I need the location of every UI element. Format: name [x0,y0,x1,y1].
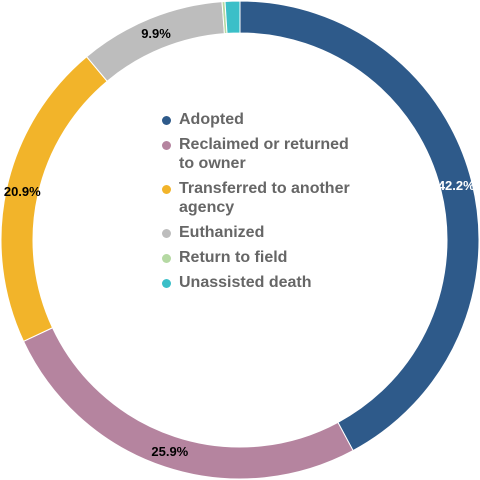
legend-item-adopted: Adopted [162,110,352,129]
legend-swatch-reclaimed [162,141,171,150]
legend-item-reclaimed: Reclaimed or returned to owner [162,135,352,173]
data-label-transferred: 20.9% [4,184,41,199]
legend-swatch-euthanized [162,229,171,238]
legend-item-unassisted-death: Unassisted death [162,273,352,292]
slice-reclaimed [22,327,354,480]
slice-euthanized [85,1,225,82]
slice-unassisted-death [224,0,241,34]
legend-swatch-unassisted-death [162,279,171,288]
data-label-reclaimed: 25.9% [151,444,188,459]
data-labels-group: 42.2% 25.9% 20.9% 9.9% [4,26,475,459]
legend: Adopted Reclaimed or returned to owner T… [162,110,352,298]
legend-item-transferred: Transferred to another agency [162,179,352,217]
legend-label-unassisted-death: Unassisted death [179,274,312,291]
legend-label-transferred: Transferred to another agency [179,180,350,216]
data-label-adopted: 42.2% [438,178,475,193]
legend-label-euthanized: Euthanized [179,224,265,241]
legend-label-reclaimed: Reclaimed or returned to owner [179,136,349,172]
legend-swatch-adopted [162,116,171,125]
legend-item-euthanized: Euthanized [162,223,352,242]
data-label-euthanized: 9.9% [141,26,171,41]
slice-adopted [239,0,480,452]
legend-swatch-transferred [162,185,171,194]
legend-label-return-to-field: Return to field [179,249,288,266]
legend-label-adopted: Adopted [179,111,244,128]
legend-item-return-to-field: Return to field [162,248,352,267]
legend-swatch-return-to-field [162,254,171,263]
